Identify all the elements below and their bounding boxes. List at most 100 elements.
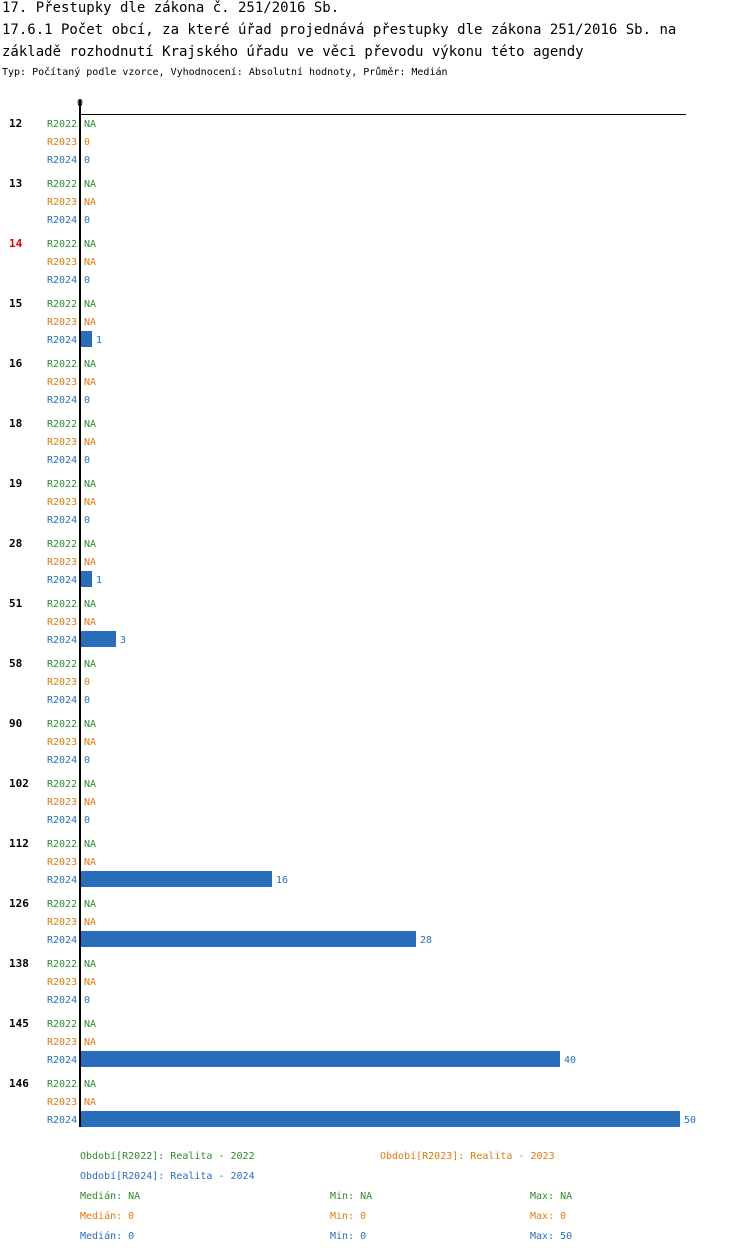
missing-value-label: NA [84, 119, 96, 130]
missing-value-label: NA [84, 917, 96, 928]
category-label: 58 [9, 657, 22, 670]
series-row-label: R2023 [47, 257, 77, 268]
series-row-label: R2024 [47, 1115, 77, 1126]
series-row-label: R2024 [47, 695, 77, 706]
missing-value-label: NA [84, 179, 96, 190]
series-row-label: R2024 [47, 455, 77, 466]
missing-value-label: NA [84, 959, 96, 970]
series-row-label: R2022 [47, 1079, 77, 1090]
category-label: 90 [9, 717, 22, 730]
category-label: 28 [9, 537, 22, 550]
series-row-label: R2023 [47, 557, 77, 568]
missing-value-label: NA [84, 1019, 96, 1030]
data-label: 0 [84, 275, 90, 286]
missing-value-label: NA [84, 437, 96, 448]
data-label: 40 [564, 1055, 576, 1066]
category-label: 112 [9, 837, 29, 850]
series-row-label: R2024 [47, 575, 77, 586]
series-row-label: R2022 [47, 719, 77, 730]
category-label: 18 [9, 417, 22, 430]
data-label: 0 [84, 515, 90, 526]
missing-value-label: NA [84, 557, 96, 568]
series-row-label: R2023 [47, 137, 77, 148]
missing-value-label: NA [84, 617, 96, 628]
series-row-label: R2024 [47, 935, 77, 946]
category-label: 126 [9, 897, 29, 910]
series-row-label: R2023 [47, 917, 77, 928]
data-label: 16 [276, 875, 288, 886]
missing-value-label: NA [84, 1037, 96, 1048]
category-label: 15 [9, 297, 22, 310]
series-row-label: R2024 [47, 815, 77, 826]
legend-r2023: Období[R2023]: Realita - 2023 [380, 1151, 555, 1162]
chart-title-line2: 17.6.1 Počet obcí, za které úřad projedn… [2, 22, 677, 38]
missing-value-label: NA [84, 299, 96, 310]
bar-chart: 0 12 R2022 NA R2023 0 R2024 0 1 3 R2022 NA R2023 NA R2… [9, 98, 696, 1127]
missing-value-label: NA [84, 737, 96, 748]
data-label: 3 [120, 635, 126, 646]
series-row-label: R2024 [47, 515, 77, 526]
data-label: 0 [84, 755, 90, 766]
missing-value-label: NA [84, 539, 96, 550]
category-label: 16 [9, 357, 23, 370]
data-label: 0 [84, 395, 90, 406]
data-label: 0 [84, 695, 90, 706]
series-row-label: R2023 [47, 437, 77, 448]
category-label: 102 [9, 777, 29, 790]
data-label: 0 [84, 137, 90, 148]
series-row-label: R2022 [47, 779, 77, 790]
series-row-label: R2024 [47, 335, 77, 346]
missing-value-label: NA [84, 779, 96, 790]
missing-value-label: NA [84, 899, 96, 910]
series-row-label: R2024 [47, 215, 77, 226]
series-row-label: R2023 [47, 977, 77, 988]
stat-median-r2022: Medián: NA [80, 1191, 141, 1202]
series-row-label: R2022 [47, 959, 77, 970]
series-row-label: R2023 [47, 197, 77, 208]
missing-value-label: NA [84, 659, 96, 670]
series-row-label: R2024 [47, 995, 77, 1006]
data-label: 0 [84, 995, 90, 1006]
data-label: 0 [84, 677, 90, 688]
series-row-label: R2023 [47, 497, 77, 508]
series-row-label: R2024 [47, 1055, 77, 1066]
bar [80, 931, 416, 947]
category-label: 19 [9, 477, 22, 490]
missing-value-label: NA [84, 239, 96, 250]
data-label: 1 [96, 335, 102, 346]
series-row-label: R2023 [47, 797, 77, 808]
series-row-label: R2022 [47, 659, 77, 670]
missing-value-label: NA [84, 839, 96, 850]
missing-value-label: NA [84, 497, 96, 508]
data-label: 0 [84, 455, 90, 466]
category-label: 12 [9, 117, 22, 130]
missing-value-label: NA [84, 377, 96, 388]
series-row-label: R2022 [47, 299, 77, 310]
series-row-label: R2022 [47, 239, 77, 250]
data-label: 0 [84, 815, 90, 826]
series-row-label: R2024 [47, 875, 77, 886]
data-label: 0 [84, 155, 90, 166]
series-row-label: R2023 [47, 737, 77, 748]
bar [80, 571, 92, 587]
series-row-label: R2022 [47, 539, 77, 550]
series-row-label: R2022 [47, 1019, 77, 1030]
series-row-label: R2023 [47, 617, 77, 628]
series-row-label: R2024 [47, 635, 77, 646]
missing-value-label: NA [84, 1097, 96, 1108]
series-row-label: R2023 [47, 677, 77, 688]
missing-value-label: NA [84, 797, 96, 808]
series-row-label: R2024 [47, 395, 77, 406]
series-row-label: R2024 [47, 155, 77, 166]
series-row-label: R2022 [47, 479, 77, 490]
legend-r2022: Období[R2022]: Realita - 2022 [80, 1151, 255, 1162]
data-label: 0 [84, 215, 90, 226]
category-label: 146 [9, 1077, 29, 1090]
series-row-label: R2023 [47, 1097, 77, 1108]
chart-title-line3: základě rozhodnutí Krajského úřadu ve vě… [2, 44, 584, 60]
legend-r2024: Období[R2024]: Realita - 2024 [80, 1171, 255, 1182]
chart-subtitle: Typ: Počítaný podle vzorce, Vyhodnocení:… [2, 67, 448, 78]
stat-max-r2022: Max: NA [530, 1191, 573, 1202]
bar [80, 1111, 680, 1127]
category-label: 138 [9, 957, 29, 970]
